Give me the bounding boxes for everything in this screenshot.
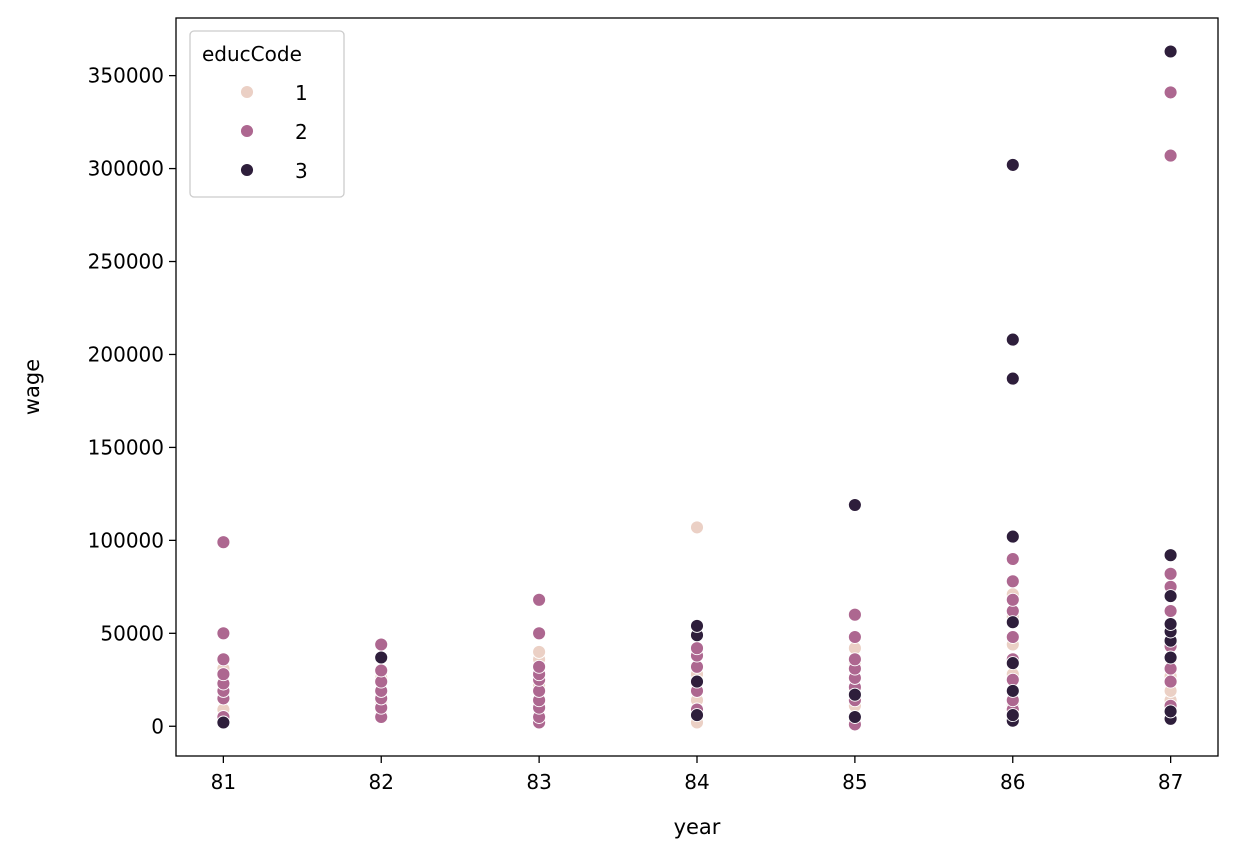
data-point bbox=[1163, 566, 1178, 581]
data-point bbox=[1005, 574, 1020, 589]
data-point bbox=[847, 687, 862, 702]
data-point bbox=[690, 674, 704, 689]
legend-title: educCode bbox=[202, 42, 302, 66]
data-point bbox=[847, 630, 862, 644]
data-point bbox=[847, 710, 862, 724]
data-point bbox=[1163, 617, 1178, 631]
data-point bbox=[1005, 708, 1020, 723]
x-axis: 81 82 83 84 85 86 87 bbox=[211, 756, 1183, 794]
data-point bbox=[847, 607, 862, 622]
data-point bbox=[1163, 650, 1178, 665]
x-tick-label: 84 bbox=[684, 770, 709, 794]
data-point bbox=[1163, 85, 1178, 100]
data-point bbox=[1163, 548, 1178, 563]
data-point bbox=[216, 667, 231, 682]
data-points bbox=[216, 44, 1178, 732]
data-point bbox=[1005, 157, 1020, 172]
data-point bbox=[374, 637, 389, 652]
y-axis: 0 50000 100000 150000 200000 250000 300000 3500… bbox=[88, 64, 176, 738]
data-point bbox=[1163, 674, 1178, 689]
legend-marker bbox=[240, 124, 254, 138]
data-point bbox=[532, 626, 547, 641]
legend-label: 1 bbox=[295, 81, 308, 105]
x-tick-label: 81 bbox=[211, 770, 236, 794]
data-point bbox=[1163, 704, 1178, 719]
y-axis-label: wage bbox=[20, 359, 44, 415]
data-point bbox=[1005, 630, 1020, 644]
legend-label: 2 bbox=[295, 120, 308, 144]
x-axis-label: year bbox=[674, 815, 721, 839]
data-point bbox=[1005, 615, 1020, 630]
legend-box bbox=[189, 30, 345, 198]
y-tick-label: 200000 bbox=[88, 342, 164, 366]
data-point bbox=[216, 626, 231, 641]
data-point bbox=[1005, 371, 1020, 386]
y-tick-label: 150000 bbox=[88, 435, 164, 459]
data-point bbox=[690, 520, 704, 535]
data-point bbox=[1005, 683, 1020, 698]
data-point bbox=[532, 644, 547, 659]
data-point bbox=[374, 663, 389, 678]
data-point bbox=[1005, 656, 1020, 671]
x-tick-label: 85 bbox=[842, 770, 867, 794]
data-point bbox=[1005, 529, 1020, 544]
data-point bbox=[847, 498, 862, 512]
x-tick-label: 87 bbox=[1158, 770, 1183, 794]
legend-marker bbox=[240, 85, 254, 99]
data-point bbox=[216, 715, 231, 730]
data-point bbox=[532, 592, 547, 607]
data-point bbox=[216, 652, 231, 667]
data-point bbox=[1163, 589, 1178, 604]
data-point bbox=[374, 650, 389, 665]
data-point bbox=[690, 708, 704, 723]
y-tick-label: 350000 bbox=[88, 64, 164, 88]
data-point bbox=[216, 535, 231, 550]
data-point bbox=[690, 618, 704, 633]
legend-label: 3 bbox=[295, 159, 308, 183]
y-tick-label: 50000 bbox=[100, 621, 164, 645]
x-tick-label: 83 bbox=[526, 770, 551, 794]
data-point bbox=[1005, 552, 1020, 566]
y-tick-label: 100000 bbox=[88, 528, 164, 552]
data-point bbox=[847, 652, 862, 667]
legend-marker bbox=[240, 163, 254, 177]
data-point bbox=[1005, 332, 1020, 347]
x-tick-label: 86 bbox=[1000, 770, 1025, 794]
data-point bbox=[1005, 592, 1020, 607]
y-tick-label: 0 bbox=[151, 714, 164, 738]
data-point bbox=[1163, 44, 1178, 59]
x-tick-label: 82 bbox=[369, 770, 394, 794]
data-point bbox=[690, 641, 704, 656]
data-point bbox=[1163, 148, 1178, 163]
legend: educCode 1 2 3 bbox=[189, 30, 345, 198]
data-point bbox=[1163, 604, 1178, 618]
y-tick-label: 250000 bbox=[88, 250, 164, 274]
y-tick-label: 300000 bbox=[88, 157, 164, 181]
data-point bbox=[532, 659, 547, 674]
